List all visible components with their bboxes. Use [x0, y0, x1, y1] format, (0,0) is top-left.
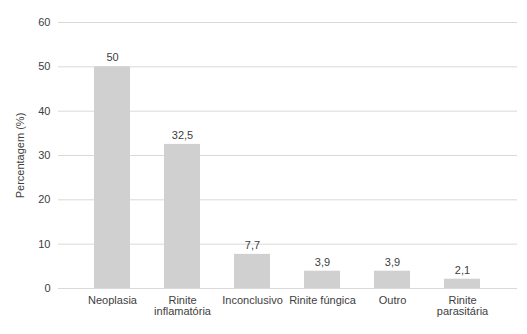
svg-text:Percentagem (%): Percentagem (%) [14, 113, 26, 199]
svg-text:2,1: 2,1 [455, 264, 470, 276]
svg-text:50: 50 [106, 51, 118, 63]
svg-text:10: 10 [38, 238, 50, 250]
svg-text:30: 30 [38, 149, 50, 161]
svg-text:0: 0 [44, 282, 50, 294]
svg-text:Riniteparasitária: Riniteparasitária [437, 294, 489, 317]
svg-text:50: 50 [38, 60, 50, 72]
svg-text:40: 40 [38, 105, 50, 117]
svg-text:20: 20 [38, 193, 50, 205]
svg-text:Inconclusivo: Inconclusivo [222, 294, 283, 306]
svg-text:Rinite fúngica: Rinite fúngica [289, 294, 357, 306]
svg-text:Outro: Outro [379, 294, 407, 306]
svg-text:60: 60 [38, 16, 50, 28]
svg-text:3,9: 3,9 [315, 256, 330, 268]
svg-text:32,5: 32,5 [172, 129, 193, 141]
svg-text:Neoplasia: Neoplasia [88, 294, 138, 306]
svg-text:Riniteinflamatória: Riniteinflamatória [154, 294, 212, 317]
svg-text:7,7: 7,7 [245, 239, 260, 251]
svg-text:3,9: 3,9 [385, 256, 400, 268]
